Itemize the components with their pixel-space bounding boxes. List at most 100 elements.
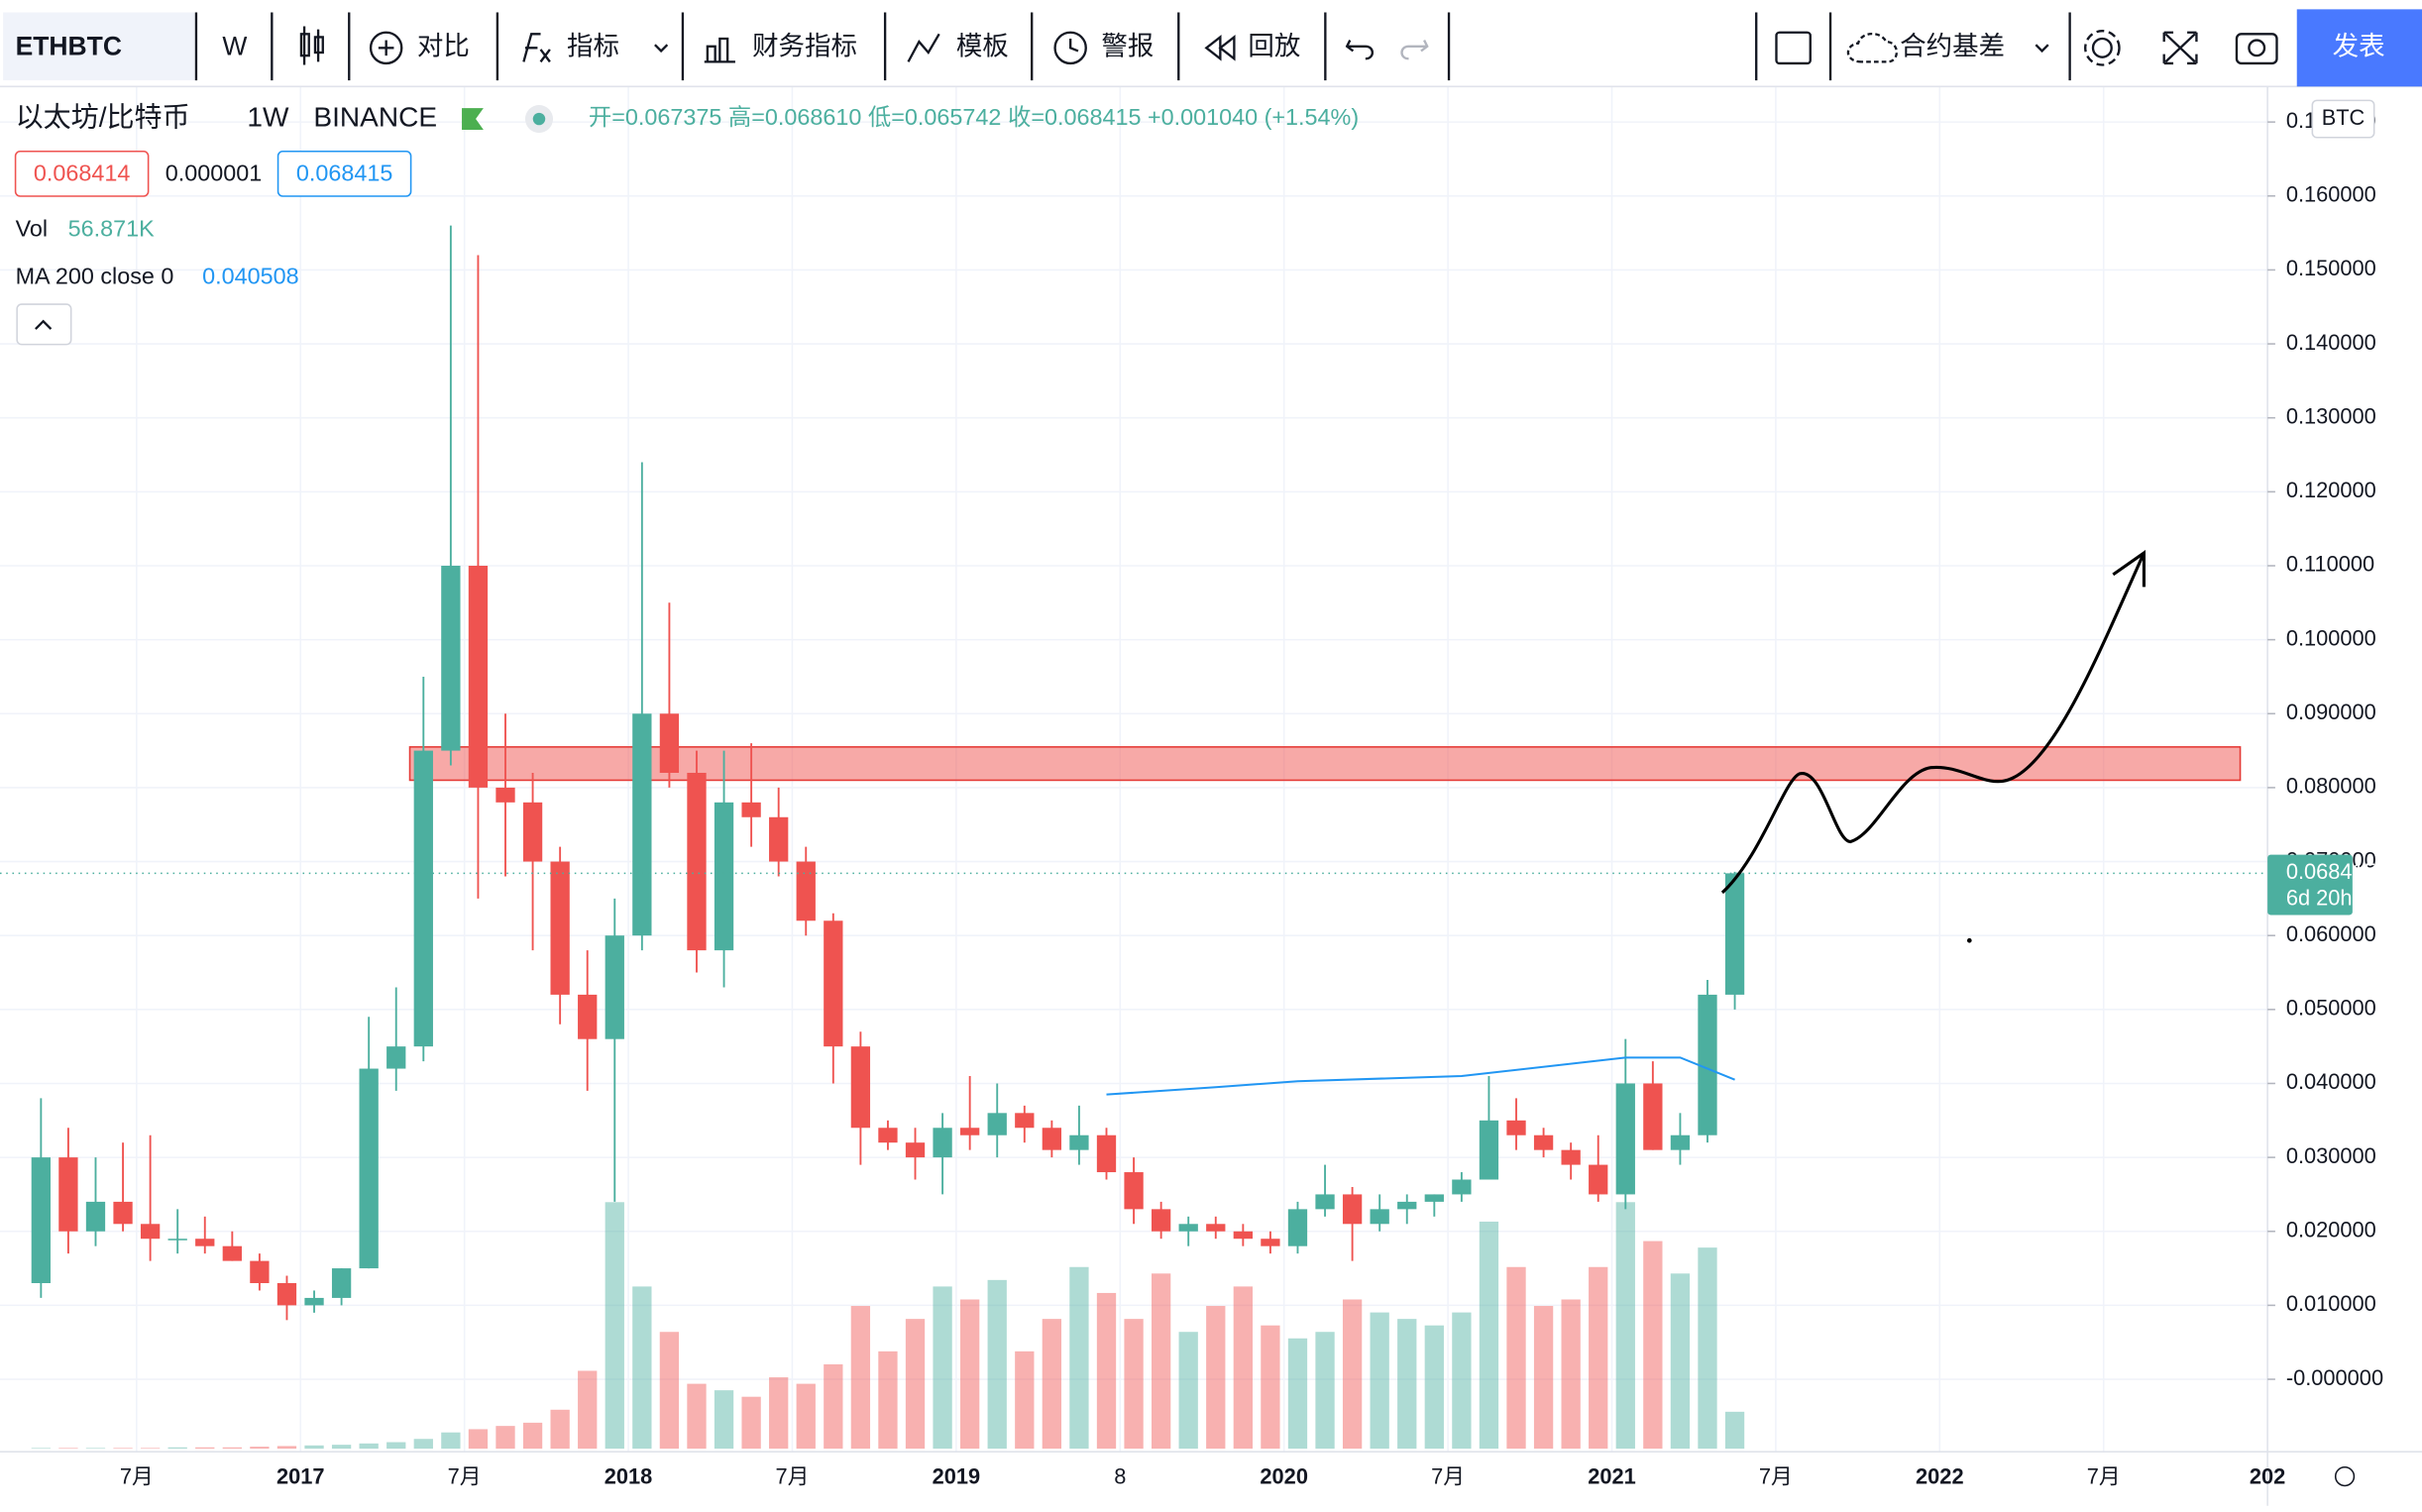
compare[interactable]: 对比: [417, 31, 470, 60]
y-tick-label: 0.140000: [2286, 330, 2376, 355]
volume-bar: [1069, 1266, 1089, 1450]
candle-body: [1261, 1239, 1280, 1246]
legend-title: 以太坊/比特币: [16, 101, 190, 132]
volume-bar: [1370, 1312, 1389, 1450]
contract-basis[interactable]: 合约基差: [1900, 31, 2005, 60]
legend: 以太坊/比特币 1W BINANCE 开=0.067375 高=0.068610…: [14, 101, 2356, 1487]
interval[interactable]: W: [222, 31, 247, 60]
axes: -0.000000 0.010000 0.020000 0.030000 0.04000…: [120, 99, 2383, 1488]
volume-bar: [222, 1447, 242, 1450]
volume-bar: [659, 1332, 680, 1450]
candle-body: [140, 1224, 161, 1240]
drawing-dot: [1966, 937, 1972, 943]
candle-body: [578, 994, 598, 1039]
symbol[interactable]: ETHBTC: [16, 31, 122, 60]
ask-box[interactable]: [276, 150, 412, 197]
volume-bar: [824, 1363, 843, 1450]
volume-bar: [1015, 1350, 1035, 1450]
volume-bar: [960, 1299, 980, 1450]
volume-bar: [714, 1390, 734, 1450]
x-tick-label: 7月: [448, 1463, 482, 1488]
last-price-box: [2267, 854, 2353, 916]
candle-body: [304, 1297, 324, 1306]
volume-bar: [1287, 1338, 1308, 1450]
volume-bar: [1506, 1266, 1526, 1450]
collapse-button[interactable]: [16, 303, 72, 346]
volume-bar: [495, 1426, 515, 1450]
volume-bar: [878, 1350, 898, 1450]
candle-body: [1615, 1083, 1635, 1195]
volume-bar: [1178, 1332, 1198, 1450]
volume-bar: [1533, 1306, 1554, 1450]
candle-body: [1096, 1134, 1117, 1173]
flag-icon: [462, 108, 484, 130]
x-tick-label: 202: [2250, 1463, 2285, 1488]
volume-bar: [1643, 1241, 1663, 1450]
y-tick-label: 0.160000: [2286, 182, 2376, 207]
volume-bar: [1424, 1325, 1444, 1450]
volume-bar: [113, 1448, 133, 1450]
settings-icon[interactable]: [2334, 1465, 2356, 1487]
x-tick-label: 8: [1114, 1463, 1126, 1488]
volume-bar: [605, 1202, 624, 1450]
alerts[interactable]: 警报: [1101, 31, 1154, 60]
candle-body: [468, 565, 489, 788]
candle-body: [1452, 1179, 1472, 1195]
candle-body: [495, 787, 515, 803]
volume-bar: [1724, 1411, 1745, 1450]
volume-bar: [413, 1439, 433, 1450]
candle-body: [222, 1245, 242, 1261]
ask: 0.068415: [296, 160, 393, 185]
candle-body: [167, 1239, 187, 1241]
candle-body: [1124, 1172, 1144, 1210]
volume-bar: [1261, 1325, 1280, 1450]
volume-bar: [386, 1442, 406, 1450]
candle-body: [850, 1046, 871, 1129]
candle-body: [85, 1201, 106, 1232]
bid-box[interactable]: [14, 150, 150, 197]
volume-bar: [1615, 1202, 1635, 1450]
candle-body: [741, 802, 761, 817]
bid: 0.068414: [34, 160, 131, 185]
x-tick-label: 7月: [120, 1463, 154, 1488]
candle-body: [632, 713, 652, 936]
candle-body: [1643, 1083, 1663, 1150]
volume-bar: [905, 1319, 926, 1450]
volume-bar: [1096, 1292, 1117, 1450]
volume-bar: [85, 1448, 106, 1450]
publish-button[interactable]: [2296, 9, 2422, 87]
spread: 0.000001: [165, 160, 263, 185]
volume-bar: [522, 1422, 543, 1450]
legend-exchange: BINANCE: [313, 101, 437, 132]
volume-bar: [1206, 1306, 1226, 1450]
y-tick-label: 0.150000: [2286, 256, 2376, 280]
candle-body: [1724, 873, 1745, 995]
candle-body: [605, 935, 624, 1039]
candle-body: [933, 1128, 952, 1158]
candle-body: [1561, 1149, 1581, 1165]
volume-bar: [1397, 1319, 1417, 1450]
symbol-box[interactable]: [3, 12, 195, 81]
candle-body: [522, 802, 543, 862]
resistance-zone: [408, 746, 2242, 782]
candle-body: [1342, 1194, 1363, 1225]
candle-body: [1206, 1224, 1226, 1232]
x-tick-label: 2022: [1916, 1463, 1964, 1488]
templates[interactable]: 模板: [956, 31, 1009, 60]
ma-value: 0.040508: [202, 264, 298, 289]
ohlc-value: 高=0.068610: [728, 104, 862, 130]
indicators[interactable]: 指标: [567, 31, 619, 60]
candle-body: [905, 1142, 926, 1158]
publish-label[interactable]: 发表: [2333, 31, 2385, 60]
volume-bar: [359, 1443, 379, 1450]
volume-bar: [578, 1370, 598, 1450]
volume-bar: [1042, 1319, 1062, 1450]
change: +0.001040 (+1.54%): [1148, 104, 1359, 130]
candle-body: [413, 750, 433, 1047]
financials[interactable]: 财务指标: [752, 31, 857, 60]
replay[interactable]: 回放: [1248, 31, 1300, 60]
x-tick-label: 2018: [605, 1463, 653, 1488]
x-tick-label: 7月: [1759, 1463, 1793, 1488]
ohlc-value: 开=0.067375: [589, 104, 722, 130]
